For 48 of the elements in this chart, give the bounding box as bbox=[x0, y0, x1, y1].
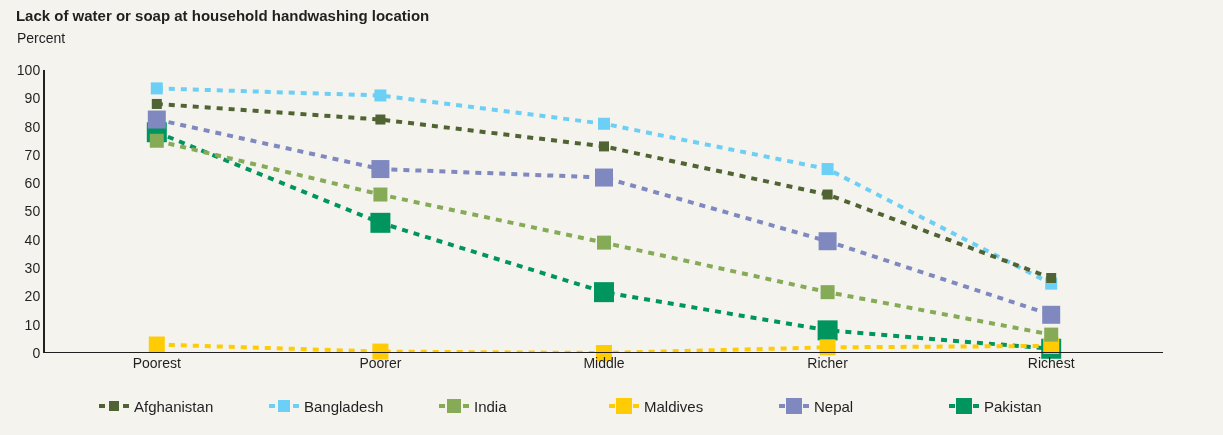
legend-label: Nepal bbox=[814, 397, 854, 415]
point bbox=[1042, 305, 1061, 324]
point bbox=[150, 82, 163, 95]
legend-label: Pakistan bbox=[984, 397, 1042, 415]
point bbox=[822, 189, 833, 200]
legend-label: Bangladesh bbox=[304, 397, 384, 415]
y-tick-label: 90 bbox=[24, 90, 41, 107]
y-tick-label: 100 bbox=[16, 61, 41, 78]
point bbox=[597, 235, 611, 250]
legend-label: India bbox=[474, 397, 508, 415]
point bbox=[373, 187, 388, 202]
y-tick-label: 40 bbox=[24, 231, 41, 248]
y-tick-label: 50 bbox=[24, 203, 41, 220]
x-tick-label: Richer bbox=[807, 355, 849, 371]
legend-label: Afghanistan bbox=[134, 397, 214, 415]
point bbox=[374, 89, 387, 102]
point bbox=[820, 285, 835, 300]
point bbox=[147, 110, 166, 129]
x-tick-label: Poorest bbox=[132, 355, 182, 371]
point bbox=[599, 141, 609, 152]
chart-title: Lack of water or soap at household handwashing location bbox=[15, 7, 430, 25]
point bbox=[595, 168, 613, 187]
point bbox=[821, 163, 834, 176]
point bbox=[1044, 327, 1059, 342]
point bbox=[375, 114, 386, 125]
y-tick-label: 20 bbox=[24, 288, 41, 305]
point bbox=[819, 339, 836, 356]
x-tick-label: Middle bbox=[583, 355, 625, 371]
y-tick-label: 60 bbox=[24, 175, 41, 192]
point bbox=[817, 320, 838, 341]
point bbox=[148, 336, 165, 353]
x-tick-label: Poorer bbox=[359, 355, 402, 371]
y-axis-title: Percent bbox=[17, 30, 66, 46]
y-tick-label: 30 bbox=[24, 260, 41, 276]
y-tick-label: 10 bbox=[24, 316, 41, 333]
point bbox=[1046, 273, 1057, 284]
point bbox=[598, 117, 610, 130]
x-tick-label: Richest bbox=[1027, 355, 1075, 371]
point bbox=[818, 232, 837, 251]
legend-label: Maldives bbox=[644, 397, 704, 415]
y-tick-label: 80 bbox=[24, 118, 41, 135]
point bbox=[149, 133, 164, 148]
point bbox=[371, 160, 390, 179]
point bbox=[370, 212, 391, 233]
y-tick-label: 0 bbox=[32, 344, 41, 361]
point bbox=[594, 282, 614, 303]
y-tick-label: 70 bbox=[24, 146, 41, 163]
point bbox=[151, 98, 162, 109]
